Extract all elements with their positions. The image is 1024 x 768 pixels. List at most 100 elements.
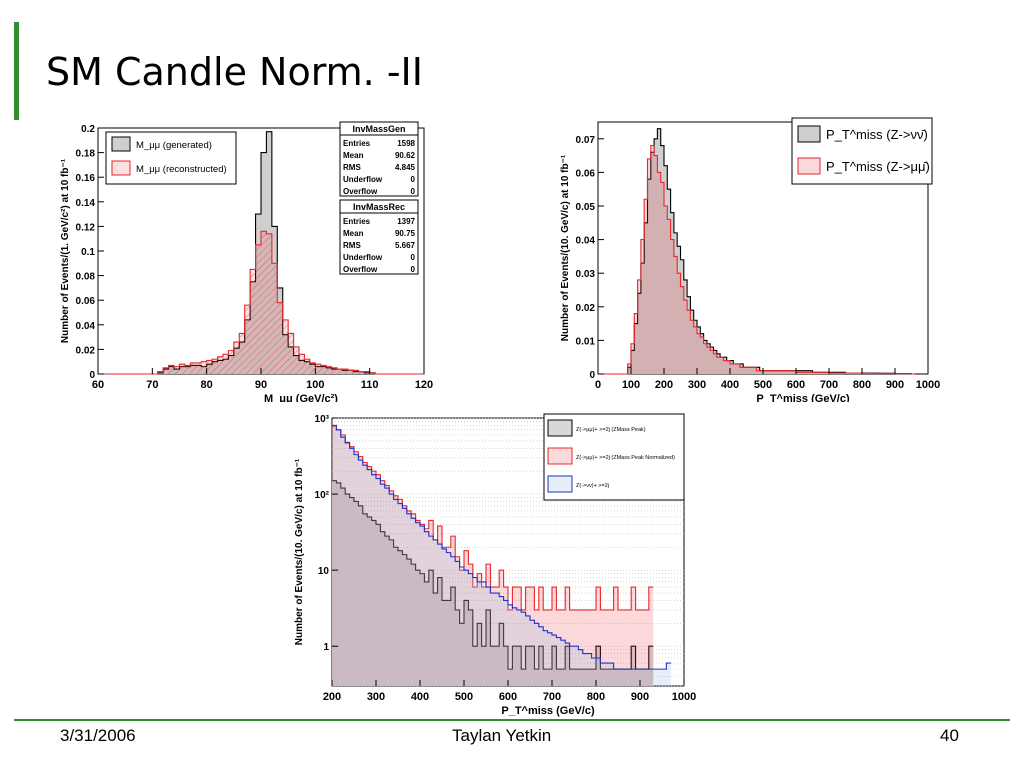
chart-inv-mass: 60 70 80 90 100 110 120 0 0.02 0.04 0.06 0.08 0.1 0.1… <box>60 121 433 405</box>
legend-swatch <box>547 475 573 493</box>
legend-label: Z(->μμ)+ >=2j (ZMass Peak) <box>576 427 646 433</box>
x-tick-label: 800 <box>587 691 605 703</box>
y-tick-label: 0.18 <box>76 149 96 160</box>
x-tick-label: 700 <box>820 379 838 391</box>
stats-key: Overflow <box>343 265 378 274</box>
chart-met: 0 100 200 300 400 500 600 700 800 900 1000 0 0.01 0.0… <box>560 117 940 405</box>
stats-frame <box>339 121 419 197</box>
legend-label: M_μμ (reconstructed) <box>136 164 227 175</box>
y-tick-label: 0 <box>589 370 595 381</box>
stats-box: InvMassRec Entries 1397 Mean 90.75 RMS 5.667 Un… <box>339 199 419 275</box>
y-tick-label: 0.04 <box>76 321 96 332</box>
series-hatch <box>98 231 424 374</box>
slide-accent-bar <box>14 22 19 120</box>
series-line <box>98 230 424 375</box>
footer-author: Taylan Yetkin <box>452 726 552 745</box>
y-tick-label: 0.03 <box>576 269 596 280</box>
series-line <box>332 424 671 670</box>
y-tick-label: 0.07 <box>576 135 596 146</box>
y-axis-label: Number of Events/(10. GeV/c) at 10 fb⁻¹ <box>294 458 305 645</box>
x-tick-label: 1000 <box>916 379 940 391</box>
series-fill <box>598 128 915 374</box>
legend-swatch <box>111 160 131 176</box>
legend: Z(->μμ)+ >=2j (ZMass Peak) Z(->μμ)+ >=2j … <box>543 413 685 501</box>
footer-date: 3/31/2006 <box>60 726 136 745</box>
x-tick-label: 400 <box>411 691 429 703</box>
legend-label: P_T^miss (Z->νν̄) <box>826 127 928 142</box>
y-tick-label: 0.16 <box>76 173 96 184</box>
legend-swatch <box>797 157 821 175</box>
x-tick-label: 700 <box>543 691 561 703</box>
series-fill <box>332 480 654 686</box>
chart-met-log-panel: 200 300 400 500 600 700 800 900 1000 1 10 10² 10³ P_T… <box>290 408 702 718</box>
legend-swatch <box>547 419 573 437</box>
y-tick-label: 0.14 <box>76 198 96 209</box>
stats-value: 0 <box>411 265 416 274</box>
stats-value: 1598 <box>397 139 415 148</box>
series-fill <box>332 426 654 686</box>
x-tick-label: 400 <box>721 379 739 391</box>
footer-divider <box>14 719 1010 721</box>
x-axis-label: P_T^miss (GeV/c) <box>501 705 595 717</box>
legend-label: P_T^miss (Z->μμ̄) <box>826 159 930 174</box>
stats-key: Underflow <box>343 253 383 262</box>
stats-title: InvMassGen <box>352 124 405 134</box>
x-tick-label: 500 <box>754 379 772 391</box>
stats-title: InvMassRec <box>353 202 405 212</box>
legend-swatch <box>547 447 573 465</box>
stats-key: RMS <box>343 241 361 250</box>
stats-value: 5.667 <box>395 241 416 250</box>
series-line <box>598 128 915 375</box>
stats-value: 90.75 <box>395 229 416 238</box>
legend-swatch <box>797 125 821 143</box>
x-tick-label: 70 <box>146 379 158 391</box>
x-tick-label: 200 <box>655 379 673 391</box>
footer-page-number: 40 <box>940 726 959 745</box>
x-tick-label: 1000 <box>672 691 696 703</box>
x-axis-label: M_μμ (GeV/c²) <box>264 393 338 402</box>
x-tick-label: 600 <box>787 379 805 391</box>
y-tick-label: 10 <box>318 566 330 577</box>
series-fill <box>598 145 915 374</box>
y-tick-label: 0.08 <box>76 272 96 283</box>
stats-key: Entries <box>343 139 371 148</box>
x-tick-label: 200 <box>323 691 341 703</box>
legend-label: Z(->νν)+ >=2j <box>576 483 609 489</box>
legend-swatch <box>111 136 131 152</box>
x-tick-label: 0 <box>595 379 601 391</box>
chart-inv-mass-panel: 60 70 80 90 100 110 120 0 0.02 0.04 0.06 0.08 0.1 0.1… <box>56 118 436 405</box>
stats-key: Underflow <box>343 175 383 184</box>
series-line <box>332 480 654 670</box>
x-tick-label: 900 <box>631 691 649 703</box>
x-tick-label: 300 <box>367 691 385 703</box>
stats-key: Mean <box>343 151 364 160</box>
y-tick-label: 0.02 <box>576 303 596 314</box>
stats-box: InvMassGen Entries 1598 Mean 90.62 RMS 4.845 Un… <box>339 121 419 197</box>
y-tick-label: 10³ <box>315 414 330 425</box>
stats-key: RMS <box>343 163 361 172</box>
y-tick-label: 0.04 <box>576 236 596 247</box>
x-tick-label: 600 <box>499 691 517 703</box>
y-tick-label: 0.1 <box>81 247 95 258</box>
slide-title: SM Candle Norm. -II <box>46 50 423 94</box>
legend-label: M_μμ (generated) <box>136 140 212 151</box>
y-axis-label: Number of Events/(1. GeV/c²) at 10 fb⁻¹ <box>60 158 71 343</box>
y-tick-label: 10² <box>315 490 330 501</box>
chart-met-log: 200 300 400 500 600 700 800 900 1000 1 10 10² 10³ P_T… <box>294 413 696 717</box>
legend-label: Z(->μμ)+ >=2j (ZMass Peak Normalized) <box>576 455 675 461</box>
x-tick-label: 100 <box>622 379 640 391</box>
x-tick-label: 120 <box>415 379 433 391</box>
y-tick-label: 1 <box>323 642 329 653</box>
x-tick-label: 80 <box>201 379 213 391</box>
x-tick-label: 800 <box>853 379 871 391</box>
x-tick-label: 100 <box>306 379 324 391</box>
stats-value: 0 <box>411 175 416 184</box>
series-line <box>598 144 915 375</box>
y-tick-label: 0.12 <box>76 222 96 233</box>
stats-value: 90.62 <box>395 151 416 160</box>
legend: P_T^miss (Z->νν̄) P_T^miss (Z->μμ̄) <box>791 117 933 185</box>
y-tick-label: 0.06 <box>76 296 96 307</box>
x-tick-label: 300 <box>688 379 706 391</box>
y-tick-label: 0.2 <box>81 124 95 135</box>
stats-frame <box>339 199 419 275</box>
